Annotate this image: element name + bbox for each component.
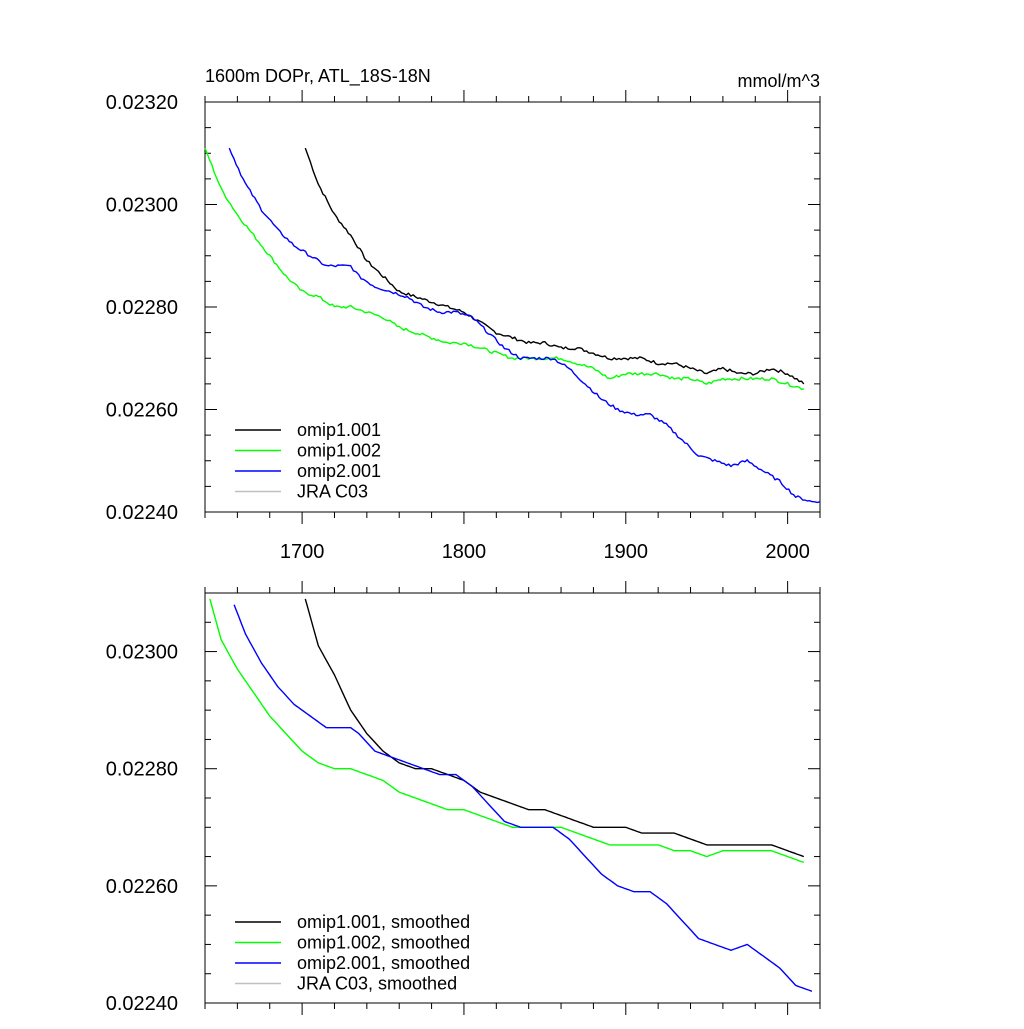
x-tick-label: 2000 — [765, 541, 810, 563]
x-tick-label: 1800 — [442, 541, 487, 563]
y-tick-label: 0.02300 — [106, 642, 178, 664]
series-line-2 — [228, 147, 821, 504]
series-line-0 — [304, 147, 805, 385]
chart-title: 1600m DOPr, ATL_18S-18N — [205, 66, 431, 87]
y-tick-label: 0.02240 — [106, 502, 178, 524]
y-tick-label: 0.02280 — [106, 297, 178, 319]
legend-label: omip2.001 — [297, 461, 381, 481]
series-line-1 — [204, 147, 804, 391]
y-tick-label: 0.02320 — [106, 92, 178, 114]
y-tick-label: 0.02280 — [106, 759, 178, 781]
legend-label: omip1.001, smoothed — [297, 912, 470, 932]
y-tick-label: 0.02260 — [106, 400, 178, 422]
series-line-1 — [209, 598, 805, 864]
y-tick-label: 0.02260 — [106, 876, 178, 898]
series-line-0 — [304, 598, 805, 858]
x-tick-label: 1900 — [604, 541, 649, 563]
series-line-2 — [233, 604, 813, 992]
legend-label: JRA C03, smoothed — [297, 974, 457, 994]
y-tick-label: 0.02300 — [106, 195, 178, 217]
legend-label: omip2.001, smoothed — [297, 953, 470, 973]
y-tick-label: 0.02240 — [106, 993, 178, 1015]
legend-label: JRA C03 — [297, 482, 368, 502]
bottom-panel: 0.02240 0.02260 0.02280 0.02300 omip1.001, s… — [106, 581, 821, 1015]
legend-label: omip1.001 — [297, 420, 381, 440]
units-label: mmol/m^3 — [738, 71, 820, 91]
top-panel: 1600m DOPr, ATL_18S-18N mmol/m^3 0.02240 0.… — [106, 66, 821, 563]
legend-label: omip1.002 — [297, 441, 381, 461]
legend-label: omip1.002, smoothed — [297, 933, 470, 953]
x-tick-label: 1700 — [280, 541, 325, 563]
